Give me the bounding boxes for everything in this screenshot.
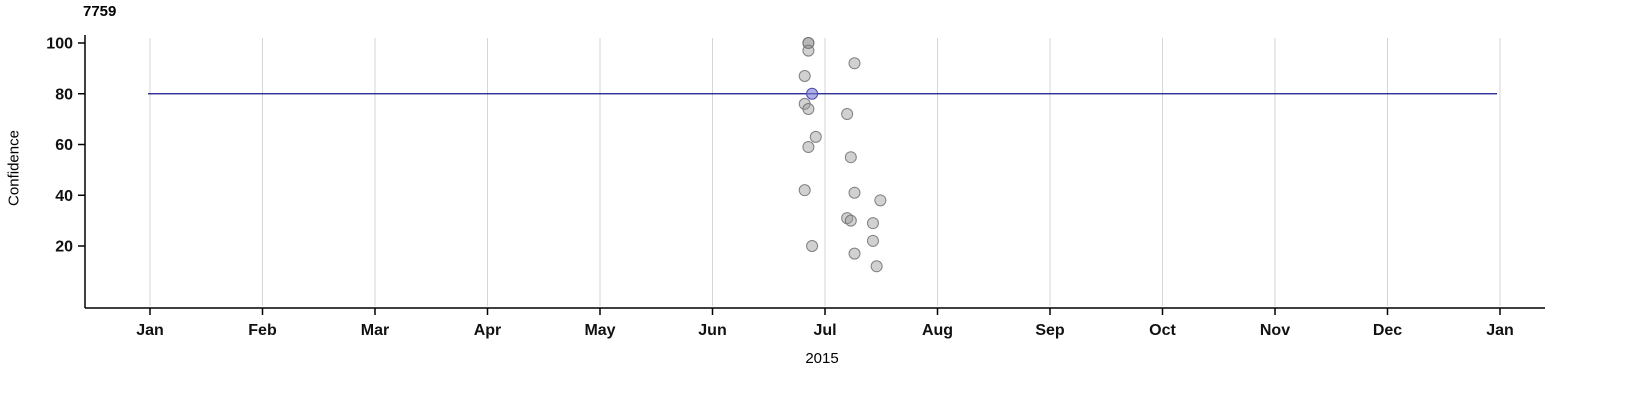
x-tick-label: Feb xyxy=(248,322,277,339)
data-point xyxy=(844,214,857,227)
y-tick-label: 20 xyxy=(55,239,73,256)
data-point xyxy=(802,44,815,57)
x-tick-label: Dec xyxy=(1373,322,1402,339)
x-tick-label: Oct xyxy=(1149,322,1176,339)
x-tick-label: Sep xyxy=(1035,322,1065,339)
data-point xyxy=(844,151,857,164)
data-point xyxy=(841,108,854,121)
x-tick-label: Mar xyxy=(361,322,389,339)
y-tick-label: 40 xyxy=(55,188,73,205)
y-tick-label: 60 xyxy=(55,137,73,154)
y-tick-label: 80 xyxy=(55,86,73,103)
gridlines xyxy=(149,38,1501,306)
data-point xyxy=(798,69,811,82)
data-point xyxy=(866,234,879,247)
x-tick-label: Jan xyxy=(136,322,164,339)
data-points xyxy=(798,37,887,273)
data-point xyxy=(809,130,822,143)
data-point xyxy=(848,247,861,260)
y-axis-title: Confidence xyxy=(5,130,23,206)
data-point xyxy=(874,194,887,207)
data-point xyxy=(798,184,811,197)
data-point xyxy=(848,57,861,70)
axes: Jan Feb Mar Apr May Jun Jul Aug Sep Oct Nov Dec Jan 2… xyxy=(46,35,1545,339)
x-tick-label: Jun xyxy=(698,322,726,339)
data-point xyxy=(802,141,815,154)
x-tick-label: Jul xyxy=(813,322,836,339)
data-point xyxy=(848,186,861,199)
x-tick-label: Aug xyxy=(922,322,953,339)
x-tick-label: Apr xyxy=(474,322,502,339)
y-tick-label: 100 xyxy=(46,36,73,53)
x-tick-label: Jan xyxy=(1486,322,1514,339)
data-point xyxy=(866,217,879,230)
data-point xyxy=(802,102,815,115)
highlighted-data-point xyxy=(806,87,819,100)
x-tick-label: May xyxy=(584,322,615,339)
x-tick-label: Nov xyxy=(1260,322,1290,339)
chart-annotation: 7759 xyxy=(83,3,117,20)
data-point xyxy=(806,240,819,252)
data-point xyxy=(870,260,883,273)
x-axis-title: 2015 xyxy=(805,350,839,367)
